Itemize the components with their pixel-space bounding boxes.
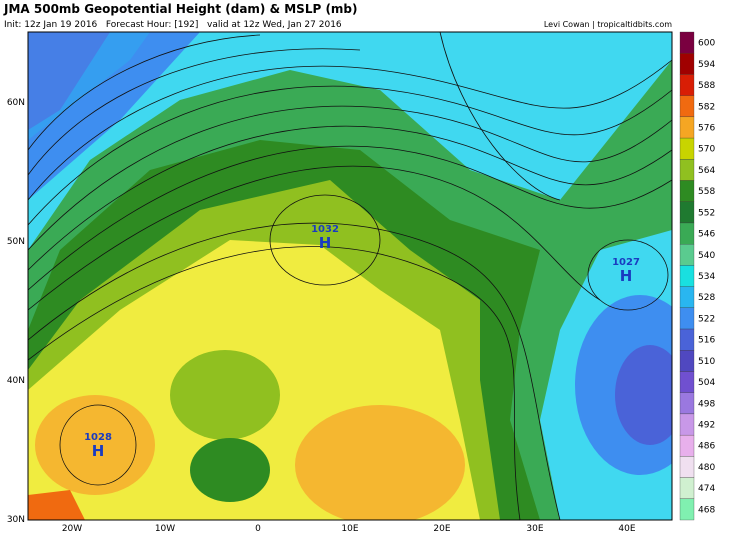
lon-label: 10W bbox=[155, 524, 175, 534]
colorbar-label: 498 bbox=[698, 399, 715, 409]
colorbar-label: 480 bbox=[698, 463, 715, 473]
colorbar-label: 474 bbox=[698, 484, 715, 494]
pressure-value: 1028 bbox=[84, 432, 112, 443]
colorbar-label: 552 bbox=[698, 208, 715, 218]
pressure-symbol: H bbox=[319, 234, 332, 252]
map-area bbox=[28, 32, 672, 520]
colorbar-label: 594 bbox=[698, 60, 715, 70]
colorbar-swatch bbox=[679, 265, 695, 287]
lat-label: 60N bbox=[7, 98, 25, 108]
lat-label: 40N bbox=[7, 376, 25, 386]
colorbar-label: 510 bbox=[698, 357, 715, 367]
colorbar-swatch bbox=[679, 477, 695, 499]
colorbar-label: 534 bbox=[698, 272, 715, 282]
colorbar-swatch bbox=[679, 116, 695, 139]
lon-label: 10E bbox=[341, 524, 358, 534]
colorbar-label: 576 bbox=[698, 123, 715, 133]
colorbar-swatch bbox=[679, 456, 695, 478]
colorbar-swatch bbox=[679, 371, 695, 393]
colorbar-swatch bbox=[679, 434, 695, 457]
colorbar-label: 516 bbox=[698, 336, 715, 346]
colorbar-label: 582 bbox=[698, 102, 715, 112]
lon-label: 20E bbox=[433, 524, 450, 534]
colorbar-swatch bbox=[679, 222, 695, 245]
colorbar-swatch bbox=[679, 286, 695, 308]
colorbar-label: 492 bbox=[698, 421, 715, 431]
lat-label: 50N bbox=[7, 237, 25, 247]
colorbar-label: 504 bbox=[698, 378, 715, 388]
colorbar-swatch bbox=[679, 180, 695, 202]
colorbar-swatch bbox=[679, 392, 695, 415]
colorbar-label: 570 bbox=[698, 145, 715, 155]
map-frame bbox=[27, 31, 673, 521]
colorbar-swatch bbox=[679, 307, 695, 330]
subtitle: Init: 12z Jan 19 2016 Forecast Hour: [19… bbox=[4, 20, 342, 30]
colorbar-swatch bbox=[679, 328, 695, 351]
colorbar-label: 522 bbox=[698, 314, 715, 324]
colorbar-label: 540 bbox=[698, 251, 715, 261]
pressure-symbol: H bbox=[620, 267, 633, 285]
colorbar-swatch bbox=[679, 350, 695, 372]
colorbar-label: 564 bbox=[698, 166, 715, 176]
colorbar-swatch bbox=[679, 498, 695, 521]
colorbar-label: 486 bbox=[698, 442, 715, 452]
colorbar-label: 546 bbox=[698, 230, 715, 240]
colorbar-swatch bbox=[679, 95, 695, 118]
credit: Levi Cowan | tropicaltidbits.com bbox=[544, 20, 672, 29]
title: JMA 500mb Geopotential Height (dam) & MS… bbox=[3, 2, 358, 16]
colorbar-swatch bbox=[679, 31, 695, 54]
lon-label: 40E bbox=[618, 524, 635, 534]
lon-label: 20W bbox=[62, 524, 82, 534]
lat-label: 30N bbox=[7, 515, 25, 525]
pressure-value: 1027 bbox=[612, 257, 640, 268]
colorbar-label: 468 bbox=[698, 505, 715, 515]
colorbar-swatch bbox=[679, 159, 695, 181]
colorbar-swatch bbox=[679, 201, 695, 224]
lon-label: 30E bbox=[526, 524, 543, 534]
lon-label: 0 bbox=[255, 524, 261, 534]
colorbar-swatch bbox=[679, 53, 695, 75]
colorbar-swatch bbox=[679, 74, 695, 96]
colorbar-label: 528 bbox=[698, 293, 715, 303]
colorbar-swatch bbox=[679, 244, 695, 266]
colorbar-label: 600 bbox=[698, 39, 715, 49]
colorbar-swatch bbox=[679, 413, 695, 436]
colorbar-swatch bbox=[679, 137, 695, 160]
pressure-value: 1032 bbox=[311, 224, 339, 235]
colorbar-label: 558 bbox=[698, 187, 715, 197]
colorbar-label: 588 bbox=[698, 81, 715, 91]
pressure-symbol: H bbox=[92, 442, 105, 460]
